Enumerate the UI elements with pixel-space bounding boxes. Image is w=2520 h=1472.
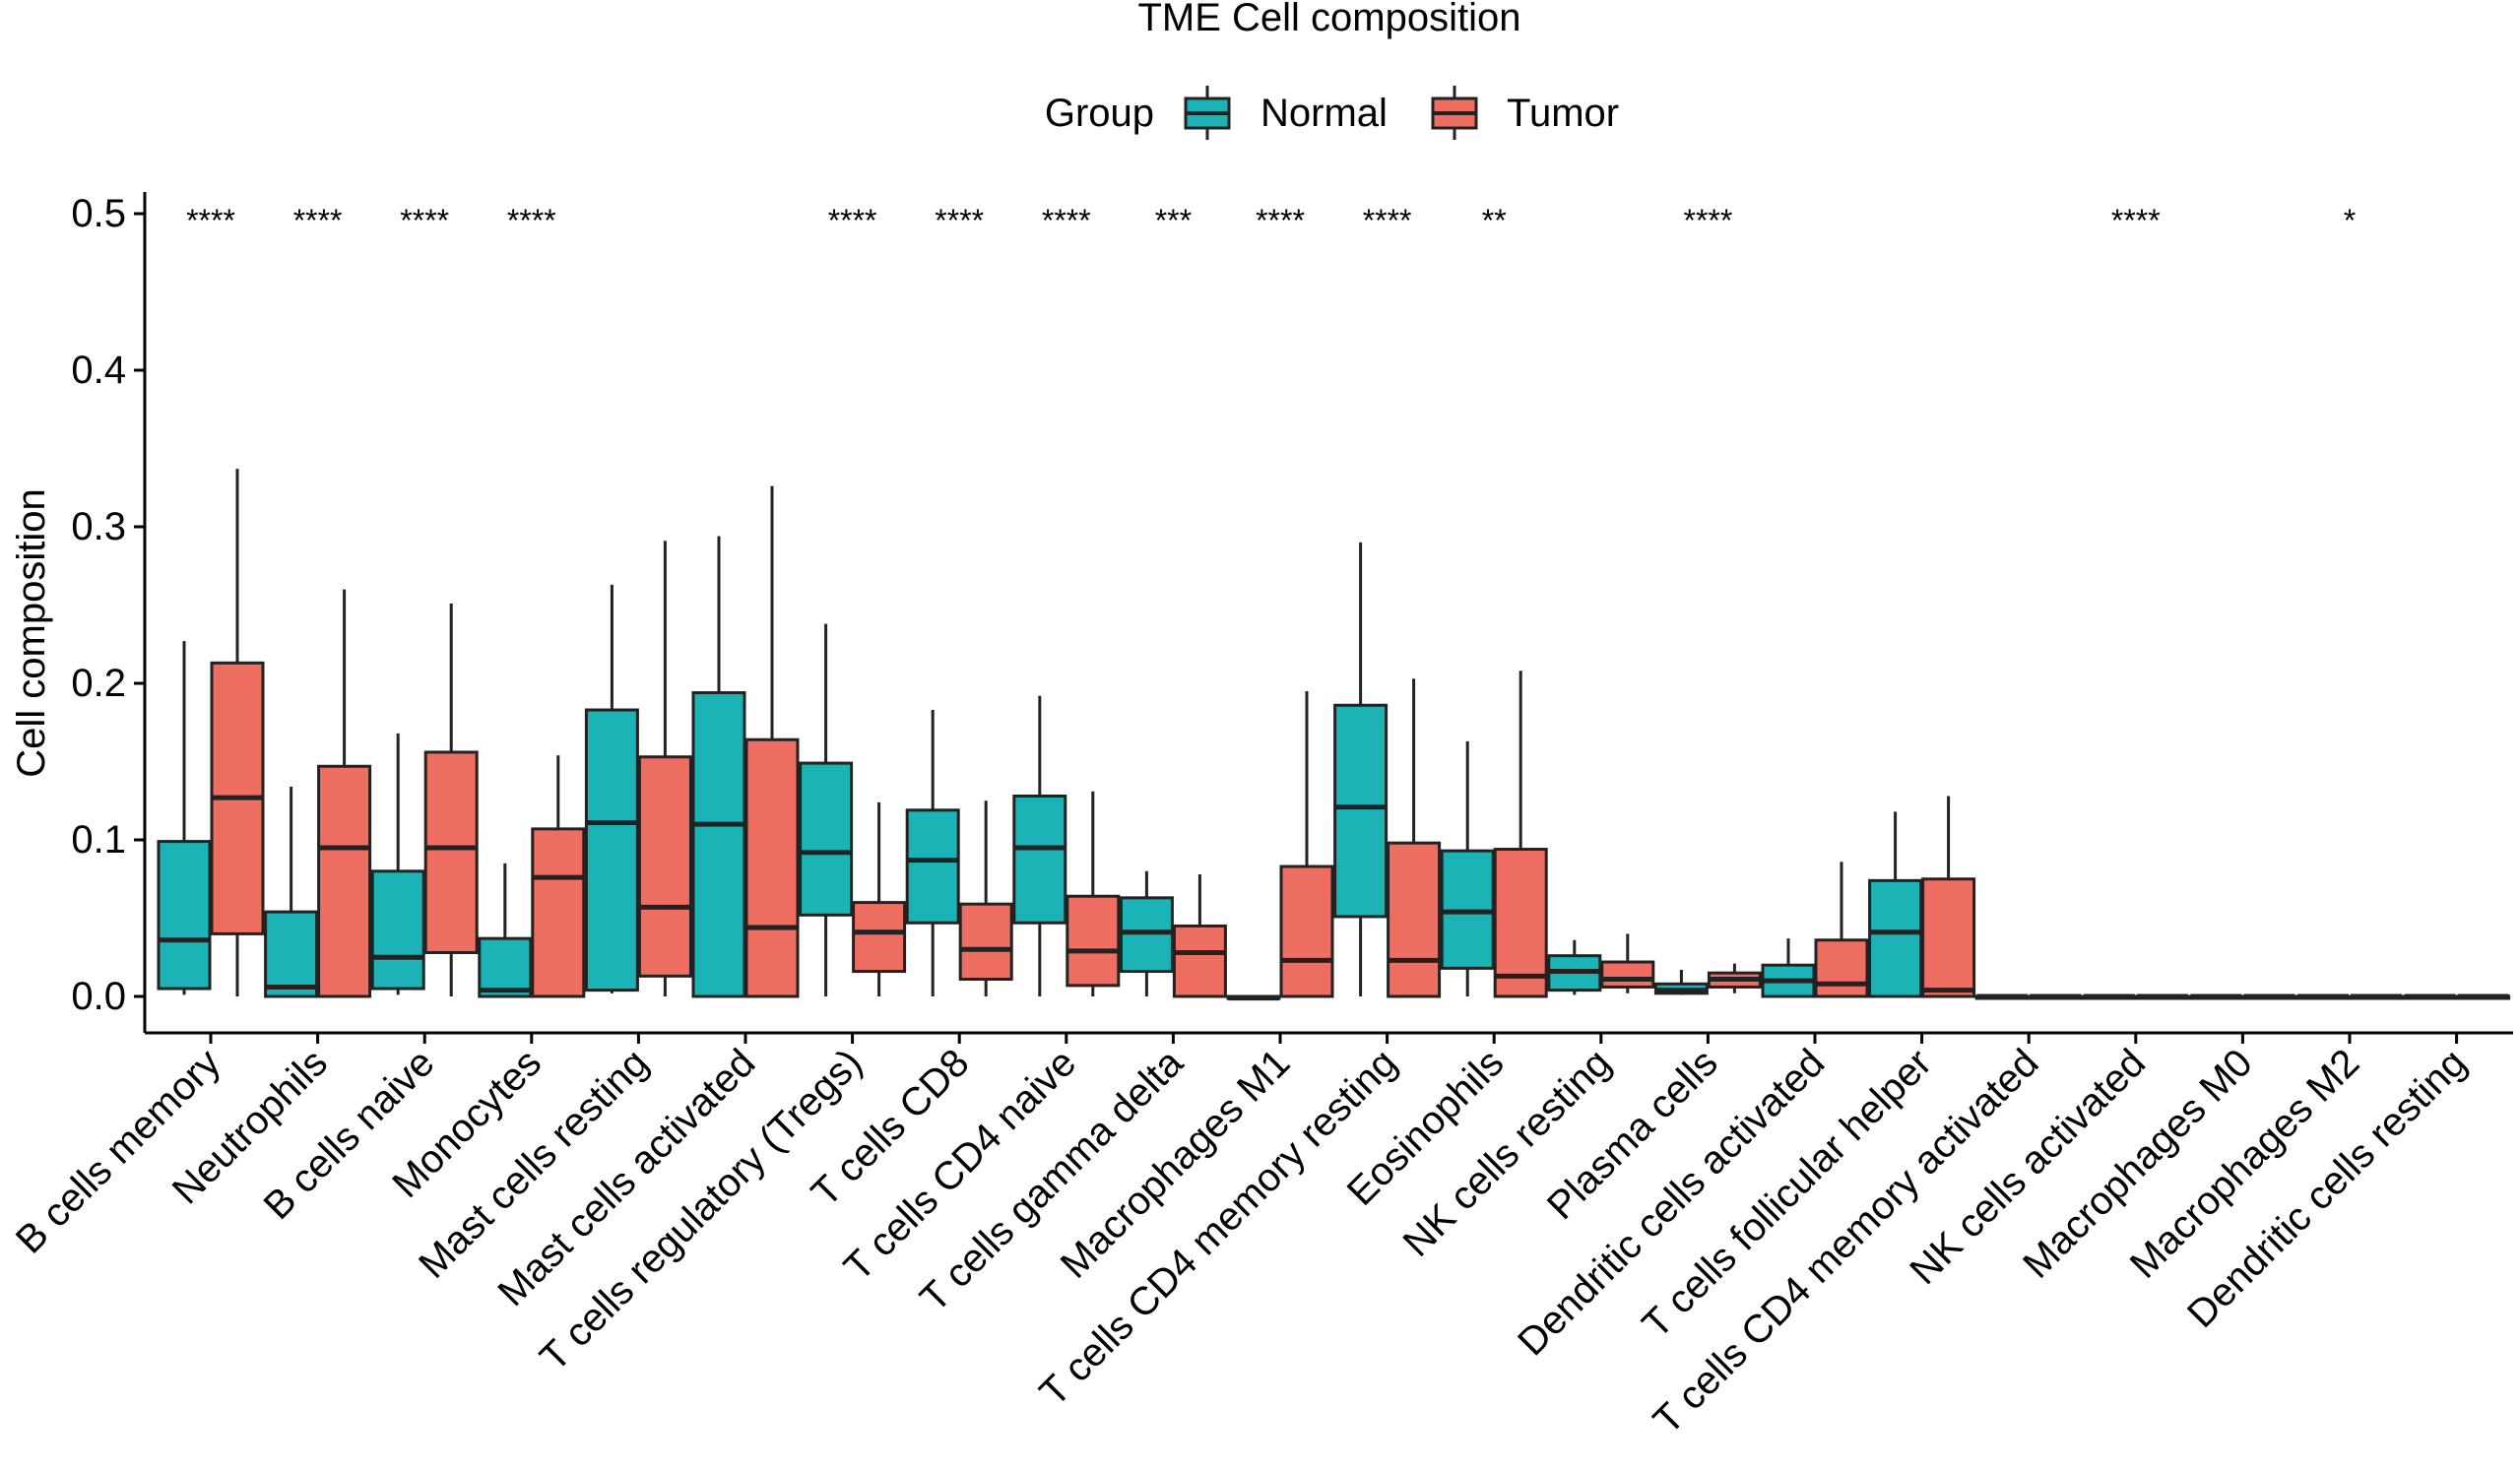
y-tick-label: 0.1 xyxy=(71,818,126,862)
y-tick-label: 0.2 xyxy=(71,662,126,705)
legend-label-tumor: Tumor xyxy=(1507,92,1619,135)
y-tick-label: 0.0 xyxy=(71,975,126,1018)
significance-label: **** xyxy=(400,203,449,238)
t-cells-cd8-normal-box xyxy=(905,808,960,925)
b-cells-naive-tumor-box xyxy=(423,750,479,954)
legend: Group Normal Tumor xyxy=(1045,86,1619,140)
plot-area xyxy=(157,469,2511,1001)
eosinophils-tumor-box xyxy=(1493,848,1548,998)
chart-title: TME Cell composition xyxy=(1137,0,1520,39)
legend-label-normal: Normal xyxy=(1260,92,1388,135)
nk-cells-resting-tumor-box xyxy=(1600,960,1655,989)
t-cells-cd4-naive-tumor-box xyxy=(1066,894,1121,988)
monocytes-normal-box xyxy=(478,936,533,998)
y-tick-label: 0.5 xyxy=(71,192,126,235)
t-cells-gamma-delta-tumor-box xyxy=(1172,924,1227,998)
significance-label: **** xyxy=(1042,203,1091,238)
significance-label: *** xyxy=(1155,203,1192,238)
neutrophils-normal-box xyxy=(264,910,319,998)
macrophages-m1-tumor-box xyxy=(1279,864,1334,998)
t-cells-regulatory-tregs-tumor-box xyxy=(852,901,907,974)
t-cells-follicular-helper-normal-box xyxy=(1868,878,1923,998)
significance-label: **** xyxy=(1683,203,1732,238)
t-cells-cd4-naive-normal-box xyxy=(1012,794,1067,925)
t-cells-cd4-memory-resting-tumor-box xyxy=(1387,841,1442,998)
x-tick-label: T cells CD4 memory activated xyxy=(1646,1041,2047,1442)
mast-cells-resting-tumor-box xyxy=(637,755,692,978)
b-cells-memory-normal-box xyxy=(157,840,212,991)
y-tick-label: 0.3 xyxy=(71,505,126,548)
monocytes-tumor-box xyxy=(531,827,586,998)
y-tick-label: 0.4 xyxy=(71,349,126,392)
significance-label: **** xyxy=(1256,203,1305,238)
y-axis-label: Cell composition xyxy=(10,488,53,777)
significance-label: **** xyxy=(186,203,235,238)
mast-cells-resting-normal-box xyxy=(584,708,639,992)
significance-label: **** xyxy=(293,203,343,238)
significance-label: ** xyxy=(1482,203,1507,238)
t-cells-cd4-memory-resting-normal-box xyxy=(1333,703,1389,919)
mast-cells-activated-normal-box xyxy=(691,691,746,998)
t-cells-follicular-helper-tumor-box xyxy=(1921,877,1976,998)
significance-label: **** xyxy=(2111,203,2161,238)
significance-label: **** xyxy=(1363,203,1412,238)
significance-label: * xyxy=(2344,203,2356,238)
t-cells-cd8-tumor-box xyxy=(958,902,1013,982)
t-cells-regulatory-tregs-normal-box xyxy=(799,761,854,917)
significance-label: **** xyxy=(935,203,984,238)
legend-key-tumor xyxy=(1431,86,1478,140)
y-axis: 0.0 0.1 0.2 0.3 0.4 0.5 xyxy=(71,192,145,1018)
neutrophils-tumor-box xyxy=(317,764,372,998)
mast-cells-activated-tumor-box xyxy=(744,737,800,998)
significance-label: **** xyxy=(507,203,556,238)
significance-label: **** xyxy=(828,203,877,238)
legend-title: Group xyxy=(1045,92,1154,135)
significance-labels: **** **** **** **** **** **** **** *** **** **** *… xyxy=(186,203,2356,238)
legend-key-normal xyxy=(1184,86,1231,140)
b-cells-naive-normal-box xyxy=(370,869,425,991)
dendritic-cells-activated-tumor-box xyxy=(1814,938,1869,998)
